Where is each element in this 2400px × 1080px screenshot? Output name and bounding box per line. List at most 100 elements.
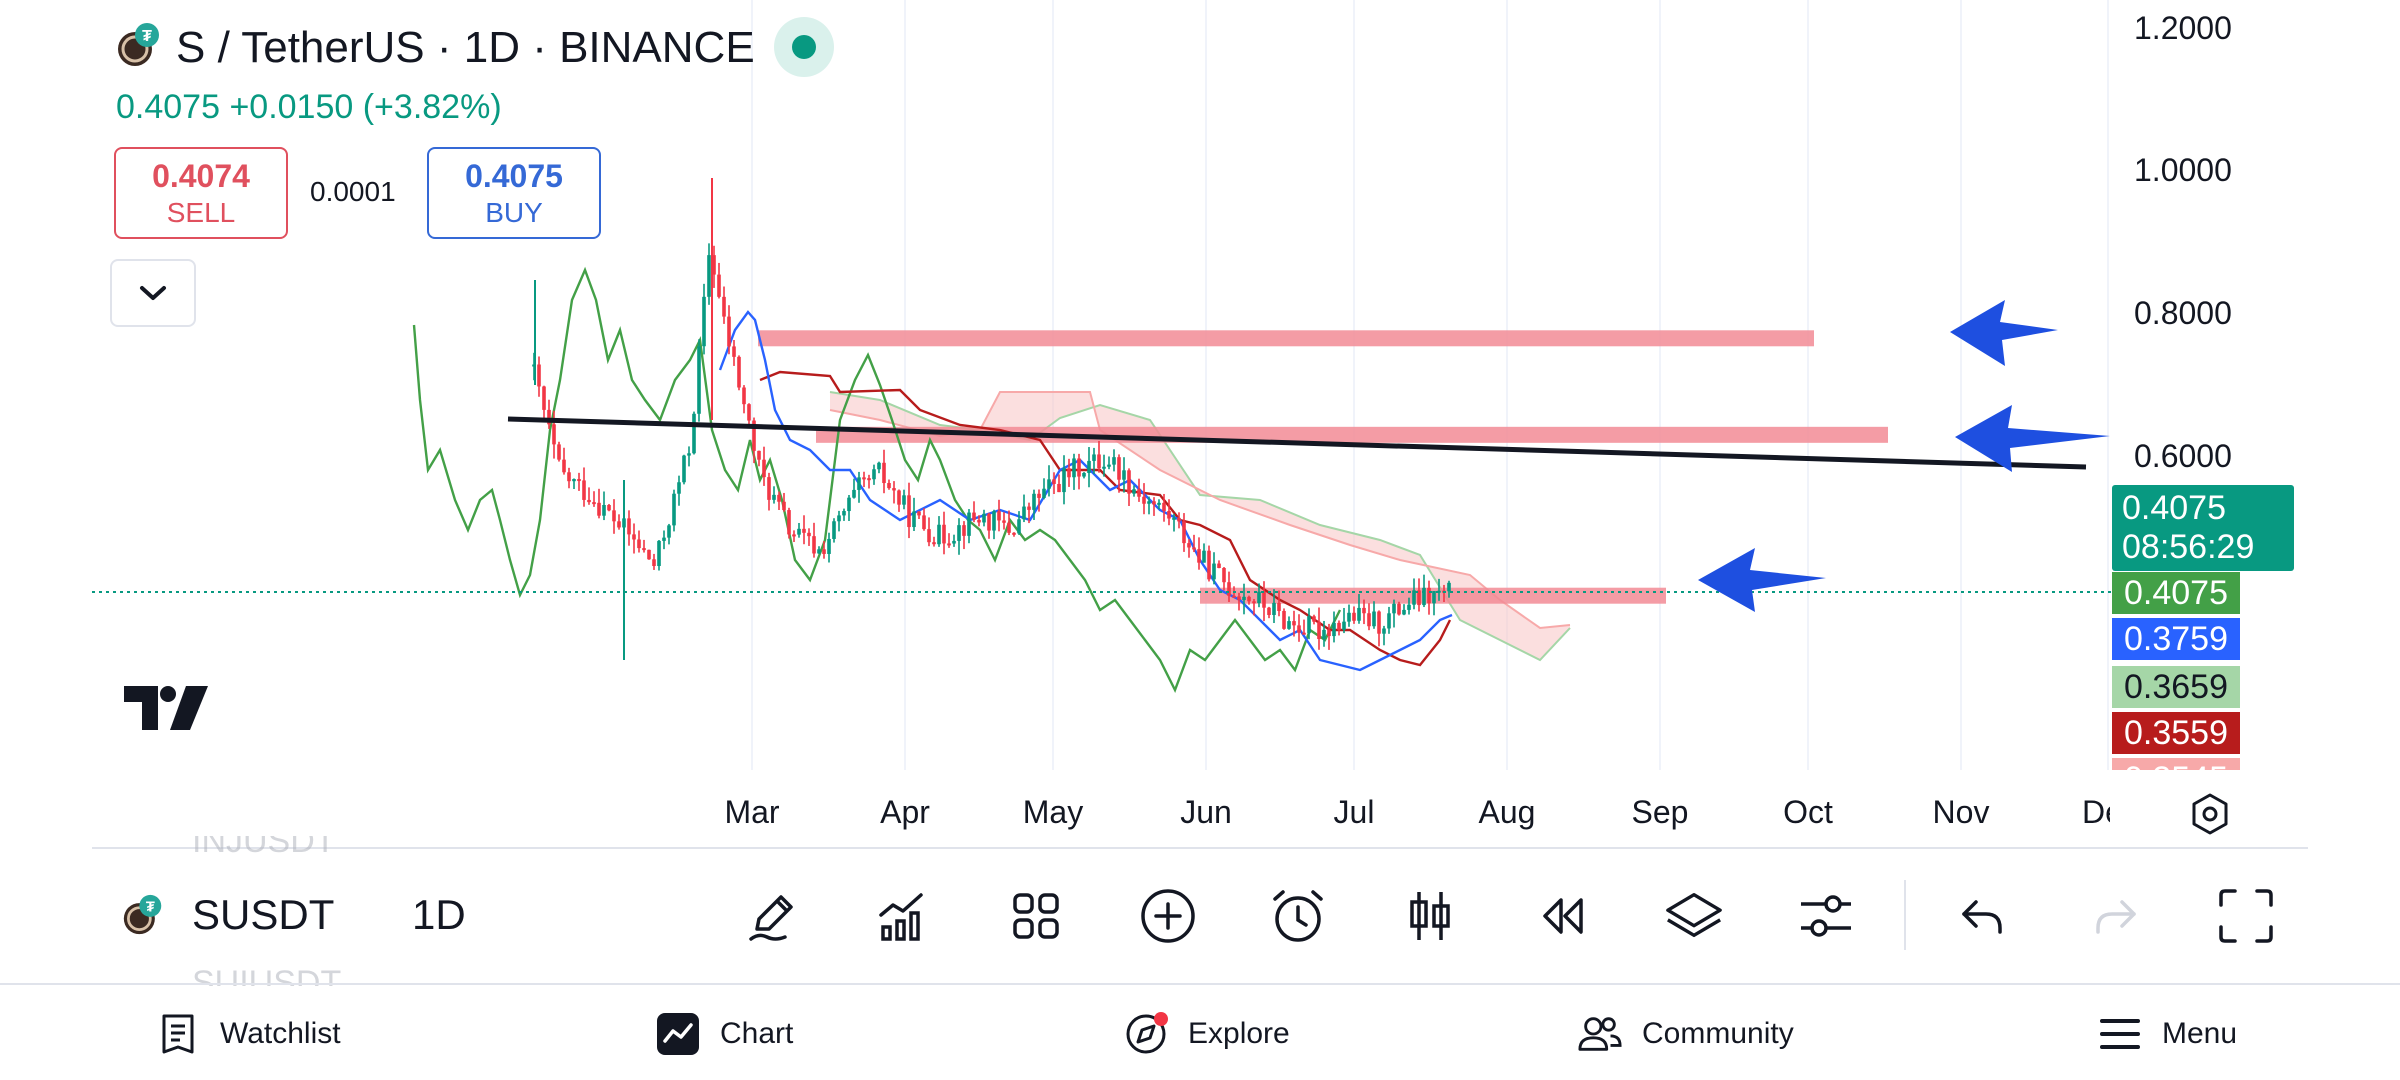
candle-body <box>1037 493 1041 498</box>
candle-body <box>602 505 606 516</box>
undo-icon <box>1962 900 2002 934</box>
redo-button[interactable] <box>2086 886 2146 946</box>
candle-body <box>1342 621 1346 630</box>
candle-body <box>562 459 566 473</box>
nav-chart[interactable]: Chart <box>656 1008 793 1060</box>
candle-body <box>1137 489 1141 497</box>
candle-body <box>777 494 781 502</box>
undo-button[interactable] <box>1952 886 2012 946</box>
nav-label: Community <box>1642 1017 1794 1050</box>
price-tick: 1.0000 <box>2134 152 2232 188</box>
last-price-value: 0.4075 <box>2122 489 2226 527</box>
object-tree-button[interactable] <box>1664 886 1724 946</box>
nav-watchlist[interactable]: Watchlist <box>156 1008 341 1060</box>
candle-body <box>897 490 901 505</box>
candle-body <box>1067 468 1071 478</box>
leading-span-b-label-clip: 0.3545 <box>2112 758 2262 770</box>
candle-body <box>1332 622 1336 637</box>
tradingview-logo-icon <box>124 686 208 730</box>
chart-settings-icon[interactable] <box>2188 792 2232 836</box>
candle-body <box>927 529 931 543</box>
nav-explore[interactable]: Explore <box>1124 1008 1290 1060</box>
bottom-nav-border <box>0 983 2400 985</box>
arrow-annotations[interactable] <box>1698 300 2110 612</box>
candles-icon <box>1410 892 1450 940</box>
explore-icon <box>1124 1012 1168 1056</box>
candle-body <box>907 495 911 528</box>
svg-text:₮: ₮ <box>142 28 152 45</box>
drawing-tools-button[interactable] <box>742 886 802 946</box>
menu-icon <box>2098 1012 2142 1056</box>
base-line <box>759 370 1452 667</box>
collapse-legend-button[interactable] <box>110 259 196 327</box>
next-symbol[interactable]: SUIUSDT <box>192 964 341 986</box>
candle-body <box>1367 613 1371 627</box>
sell-button[interactable]: 0.4074 SELL <box>114 147 288 239</box>
candle-body <box>1397 603 1401 615</box>
layouts-button[interactable] <box>1006 886 1066 946</box>
candle-body <box>737 356 741 388</box>
pencil-icon <box>749 895 793 941</box>
candle-body <box>677 482 681 494</box>
trendline[interactable] <box>507 416 2087 470</box>
candle-body <box>557 444 561 460</box>
candle-body <box>812 536 816 554</box>
candle-body <box>647 549 651 560</box>
candle-body <box>632 534 636 540</box>
candle-body <box>612 510 616 522</box>
candle-body <box>582 480 586 500</box>
symbol-title[interactable]: S / TetherUS · 1D · BINANCE <box>176 23 755 72</box>
nav-menu[interactable]: Menu <box>2098 1008 2237 1060</box>
candle-body <box>977 519 981 523</box>
candle-body <box>1347 612 1351 622</box>
price-chart[interactable] <box>0 0 2400 845</box>
candle-body <box>1182 521 1186 544</box>
candle-body <box>772 494 776 500</box>
candle-body <box>842 511 846 516</box>
time-axis[interactable]: Mar Apr May Jun Jul Aug Sep Oct Nov De <box>0 780 2110 840</box>
indicators-button[interactable] <box>872 886 932 946</box>
nav-community[interactable]: Community <box>1578 1008 1794 1060</box>
market-open-dot <box>792 35 816 59</box>
chart-type-button[interactable] <box>1400 886 1460 946</box>
previous-symbol-text: INJUSDT <box>192 836 336 860</box>
price-tick: 0.8000 <box>2134 295 2232 331</box>
candle-body <box>962 525 966 536</box>
compare-add-button[interactable] <box>1138 886 1198 946</box>
settings-button[interactable] <box>1796 886 1856 946</box>
candle-body <box>1327 629 1331 637</box>
leading-span-a-label: 0.3659 <box>2112 666 2240 708</box>
candle-body <box>787 510 791 535</box>
candle-body <box>1242 596 1246 601</box>
alarm-clock-icon <box>1273 890 1323 942</box>
candle-body <box>717 274 721 297</box>
candle-body <box>1237 596 1241 601</box>
symbol-selector[interactable]: SUSDT <box>192 891 335 938</box>
candle-body <box>1317 621 1321 640</box>
candle-body <box>1172 517 1176 520</box>
candle-body <box>1142 496 1146 504</box>
bar-countdown: 08:56:29 <box>2122 528 2255 566</box>
buy-button[interactable]: 0.4075 BUY <box>427 147 601 239</box>
lagging-span <box>412 266 1342 693</box>
candle-body <box>1152 501 1156 505</box>
arrow-icon <box>1955 405 2110 472</box>
candle-body <box>597 502 601 516</box>
candle-body <box>837 515 841 522</box>
previous-symbol[interactable]: INJUSDT <box>192 836 336 866</box>
sliders-icon <box>1801 895 1851 937</box>
candle-body <box>997 511 1001 521</box>
timeframe-selector[interactable]: 1D <box>412 891 466 938</box>
candle-body <box>1157 502 1161 505</box>
alert-button[interactable] <box>1268 886 1328 946</box>
conversion-line-label: 0.3759 <box>2112 618 2240 660</box>
candle-body <box>552 424 556 445</box>
candle-body <box>882 462 886 484</box>
candle-body <box>1207 550 1211 580</box>
replay-button[interactable] <box>1532 886 1592 946</box>
price-tick: 1.2000 <box>2134 10 2232 46</box>
candle-body <box>627 518 631 535</box>
fullscreen-button[interactable] <box>2216 886 2276 946</box>
candle-body <box>1177 517 1181 522</box>
market-status-indicator[interactable] <box>774 17 834 77</box>
